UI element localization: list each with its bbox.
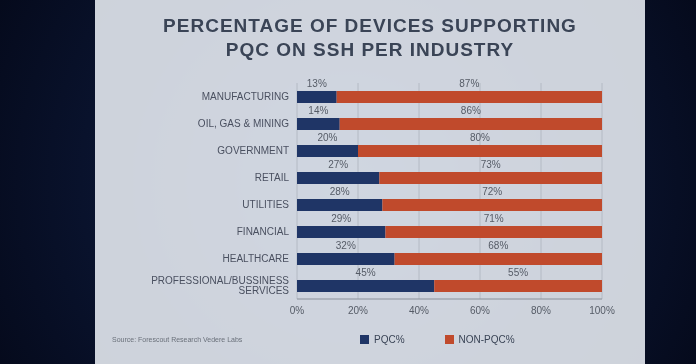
html-text:PQC%: PQC% — [374, 334, 405, 345]
svg-text:87%: 87% — [459, 78, 479, 89]
svg-text:OIL, GAS & MINING: OIL, GAS & MINING — [198, 118, 289, 129]
svg-text:GOVERNMENT: GOVERNMENT — [217, 145, 289, 156]
html-text:Source: Forescout Research Ved: Source: Forescout Research Vedere Labs — [112, 336, 243, 343]
svg-text:20%: 20% — [348, 305, 368, 316]
svg-text:86%: 86% — [461, 105, 481, 116]
svg-text:14%: 14% — [308, 105, 328, 116]
html-text:PERCENTAGE OF DEVICES SUPPORTI: PERCENTAGE OF DEVICES SUPPORTING PQC ON … — [163, 15, 577, 60]
html-text:NON-PQC%: NON-PQC% — [458, 334, 515, 345]
svg-text:55%: 55% — [508, 267, 528, 278]
svg-text:100%: 100% — [589, 305, 615, 316]
svg-text:40%: 40% — [409, 305, 429, 316]
svg-text:32%: 32% — [336, 240, 356, 251]
svg-text:27%: 27% — [328, 159, 348, 170]
svg-text:71%: 71% — [484, 213, 504, 224]
svg-text:MANUFACTURING: MANUFACTURING — [202, 91, 289, 102]
svg-text:HEALTHCARE: HEALTHCARE — [223, 253, 290, 264]
svg-text:UTILITIES: UTILITIES — [242, 199, 289, 210]
svg-text:68%: 68% — [488, 240, 508, 251]
svg-text:80%: 80% — [531, 305, 551, 316]
svg-text:0%: 0% — [290, 305, 305, 316]
svg-text:13%: 13% — [307, 78, 327, 89]
svg-text:FINANCIAL: FINANCIAL — [237, 226, 290, 237]
svg-text:73%: 73% — [481, 159, 501, 170]
svg-text:72%: 72% — [482, 186, 502, 197]
svg-text:29%: 29% — [331, 213, 351, 224]
svg-text:PROFESSIONAL/BUSSINESSSERVICES: PROFESSIONAL/BUSSINESSSERVICES — [151, 275, 289, 296]
svg-text:RETAIL: RETAIL — [255, 172, 290, 183]
svg-text:20%: 20% — [317, 132, 337, 143]
svg-text:28%: 28% — [330, 186, 350, 197]
svg-text:60%: 60% — [470, 305, 490, 316]
svg-text:80%: 80% — [470, 132, 490, 143]
svg-text:45%: 45% — [356, 267, 376, 278]
